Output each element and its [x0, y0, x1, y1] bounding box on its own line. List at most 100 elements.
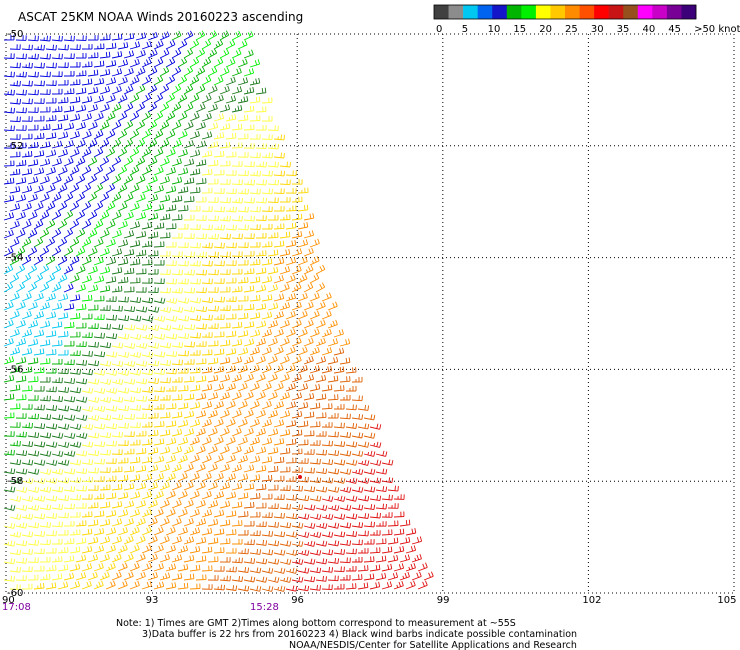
note-line-3: NOAA/NESDIS/Center for Satellite Applica… — [289, 640, 577, 650]
wind-barb — [273, 438, 285, 446]
wind-barb — [177, 508, 188, 518]
wind-barb — [93, 476, 105, 482]
wind-barb — [3, 264, 14, 275]
wind-barb — [81, 237, 92, 248]
legend-label: >50 knots — [694, 24, 740, 35]
wind-barb — [303, 522, 316, 529]
wind-barb — [15, 125, 27, 131]
wind-barb — [189, 545, 201, 554]
wind-barb — [21, 62, 33, 69]
wind-barb — [117, 111, 128, 122]
wind-barb — [117, 422, 129, 429]
wind-barb — [87, 156, 98, 167]
legend-bin — [608, 5, 624, 19]
wind-barb — [81, 332, 93, 339]
wind-barb — [87, 323, 99, 329]
wind-barb — [345, 423, 358, 429]
wind-barb — [75, 210, 86, 221]
wind-barb — [351, 539, 363, 546]
wind-barb — [327, 450, 340, 457]
wind-barb — [219, 215, 231, 222]
wind-barb — [93, 527, 105, 536]
wind-barb — [231, 409, 242, 419]
wind-barb — [273, 382, 284, 392]
wind-barb — [51, 264, 62, 275]
wind-barb — [183, 269, 195, 276]
wind-barb — [273, 188, 285, 195]
wind-barb — [345, 367, 357, 374]
wind-barb — [213, 296, 225, 303]
wind-barb — [93, 275, 105, 284]
wind-barb — [63, 157, 74, 167]
wind-barb — [213, 94, 224, 104]
wind-barb — [9, 513, 22, 520]
wind-barb — [129, 456, 141, 464]
wind-barb — [297, 401, 309, 410]
wind-barb — [195, 499, 206, 509]
wind-barb — [3, 89, 15, 96]
wind-barb — [87, 554, 99, 563]
wind-barb — [369, 530, 381, 536]
legend-bin — [434, 5, 449, 19]
wind-barb — [99, 342, 112, 349]
wind-barb — [9, 98, 21, 105]
wind-barb — [15, 319, 26, 329]
wind-barb — [291, 373, 302, 383]
legend-bin — [565, 5, 580, 19]
wind-barb — [153, 508, 164, 518]
wind-barb — [279, 214, 291, 221]
wind-barb — [141, 508, 152, 518]
wind-barb — [363, 450, 376, 457]
wind-barb — [363, 486, 376, 493]
wind-barb — [219, 67, 230, 77]
wind-barb — [147, 49, 158, 59]
wind-barb — [213, 188, 225, 194]
wind-barb — [129, 351, 142, 358]
wind-barb — [315, 468, 328, 475]
wind-barb — [195, 341, 207, 347]
wind-barb — [291, 213, 303, 221]
wind-barb — [249, 364, 260, 374]
wind-barb — [147, 250, 159, 257]
wind-barb — [33, 98, 45, 104]
wind-barb — [123, 535, 134, 545]
wind-barb — [171, 48, 182, 59]
wind-barb — [141, 490, 152, 500]
wind-barb — [27, 159, 39, 167]
wind-barb — [81, 294, 93, 302]
wind-barb — [249, 382, 260, 392]
wind-barb — [303, 558, 316, 565]
legend-label: 45 — [668, 24, 681, 35]
wind-barb — [267, 540, 280, 547]
wind-barb — [315, 264, 326, 275]
wind-barb — [285, 549, 298, 556]
wind-barb — [255, 483, 267, 491]
wind-barb — [27, 468, 40, 475]
wind-barb — [51, 521, 63, 528]
wind-barb — [159, 232, 171, 239]
wind-barb — [249, 511, 261, 518]
wind-barb — [183, 376, 195, 383]
wind-barb — [129, 76, 140, 86]
wind-barb — [273, 293, 285, 302]
wind-barb — [141, 456, 153, 464]
wind-barb — [249, 400, 260, 410]
wind-barb — [39, 71, 51, 78]
wind-barb — [267, 337, 278, 347]
wind-barb — [81, 148, 92, 158]
wind-barb — [117, 387, 130, 394]
wind-barb — [111, 396, 124, 403]
wind-barb — [285, 170, 297, 177]
wind-barb — [135, 324, 148, 331]
wind-barb — [15, 246, 26, 257]
wind-barb — [249, 548, 262, 555]
wind-barb — [69, 477, 82, 484]
wind-barb — [21, 185, 33, 194]
wind-barb — [69, 312, 81, 320]
wind-barb — [153, 241, 165, 248]
wind-barb — [117, 258, 129, 266]
wind-barb — [39, 246, 50, 257]
wind-barb — [255, 267, 267, 275]
wind-barb — [147, 157, 158, 167]
wind-barb — [297, 513, 310, 520]
